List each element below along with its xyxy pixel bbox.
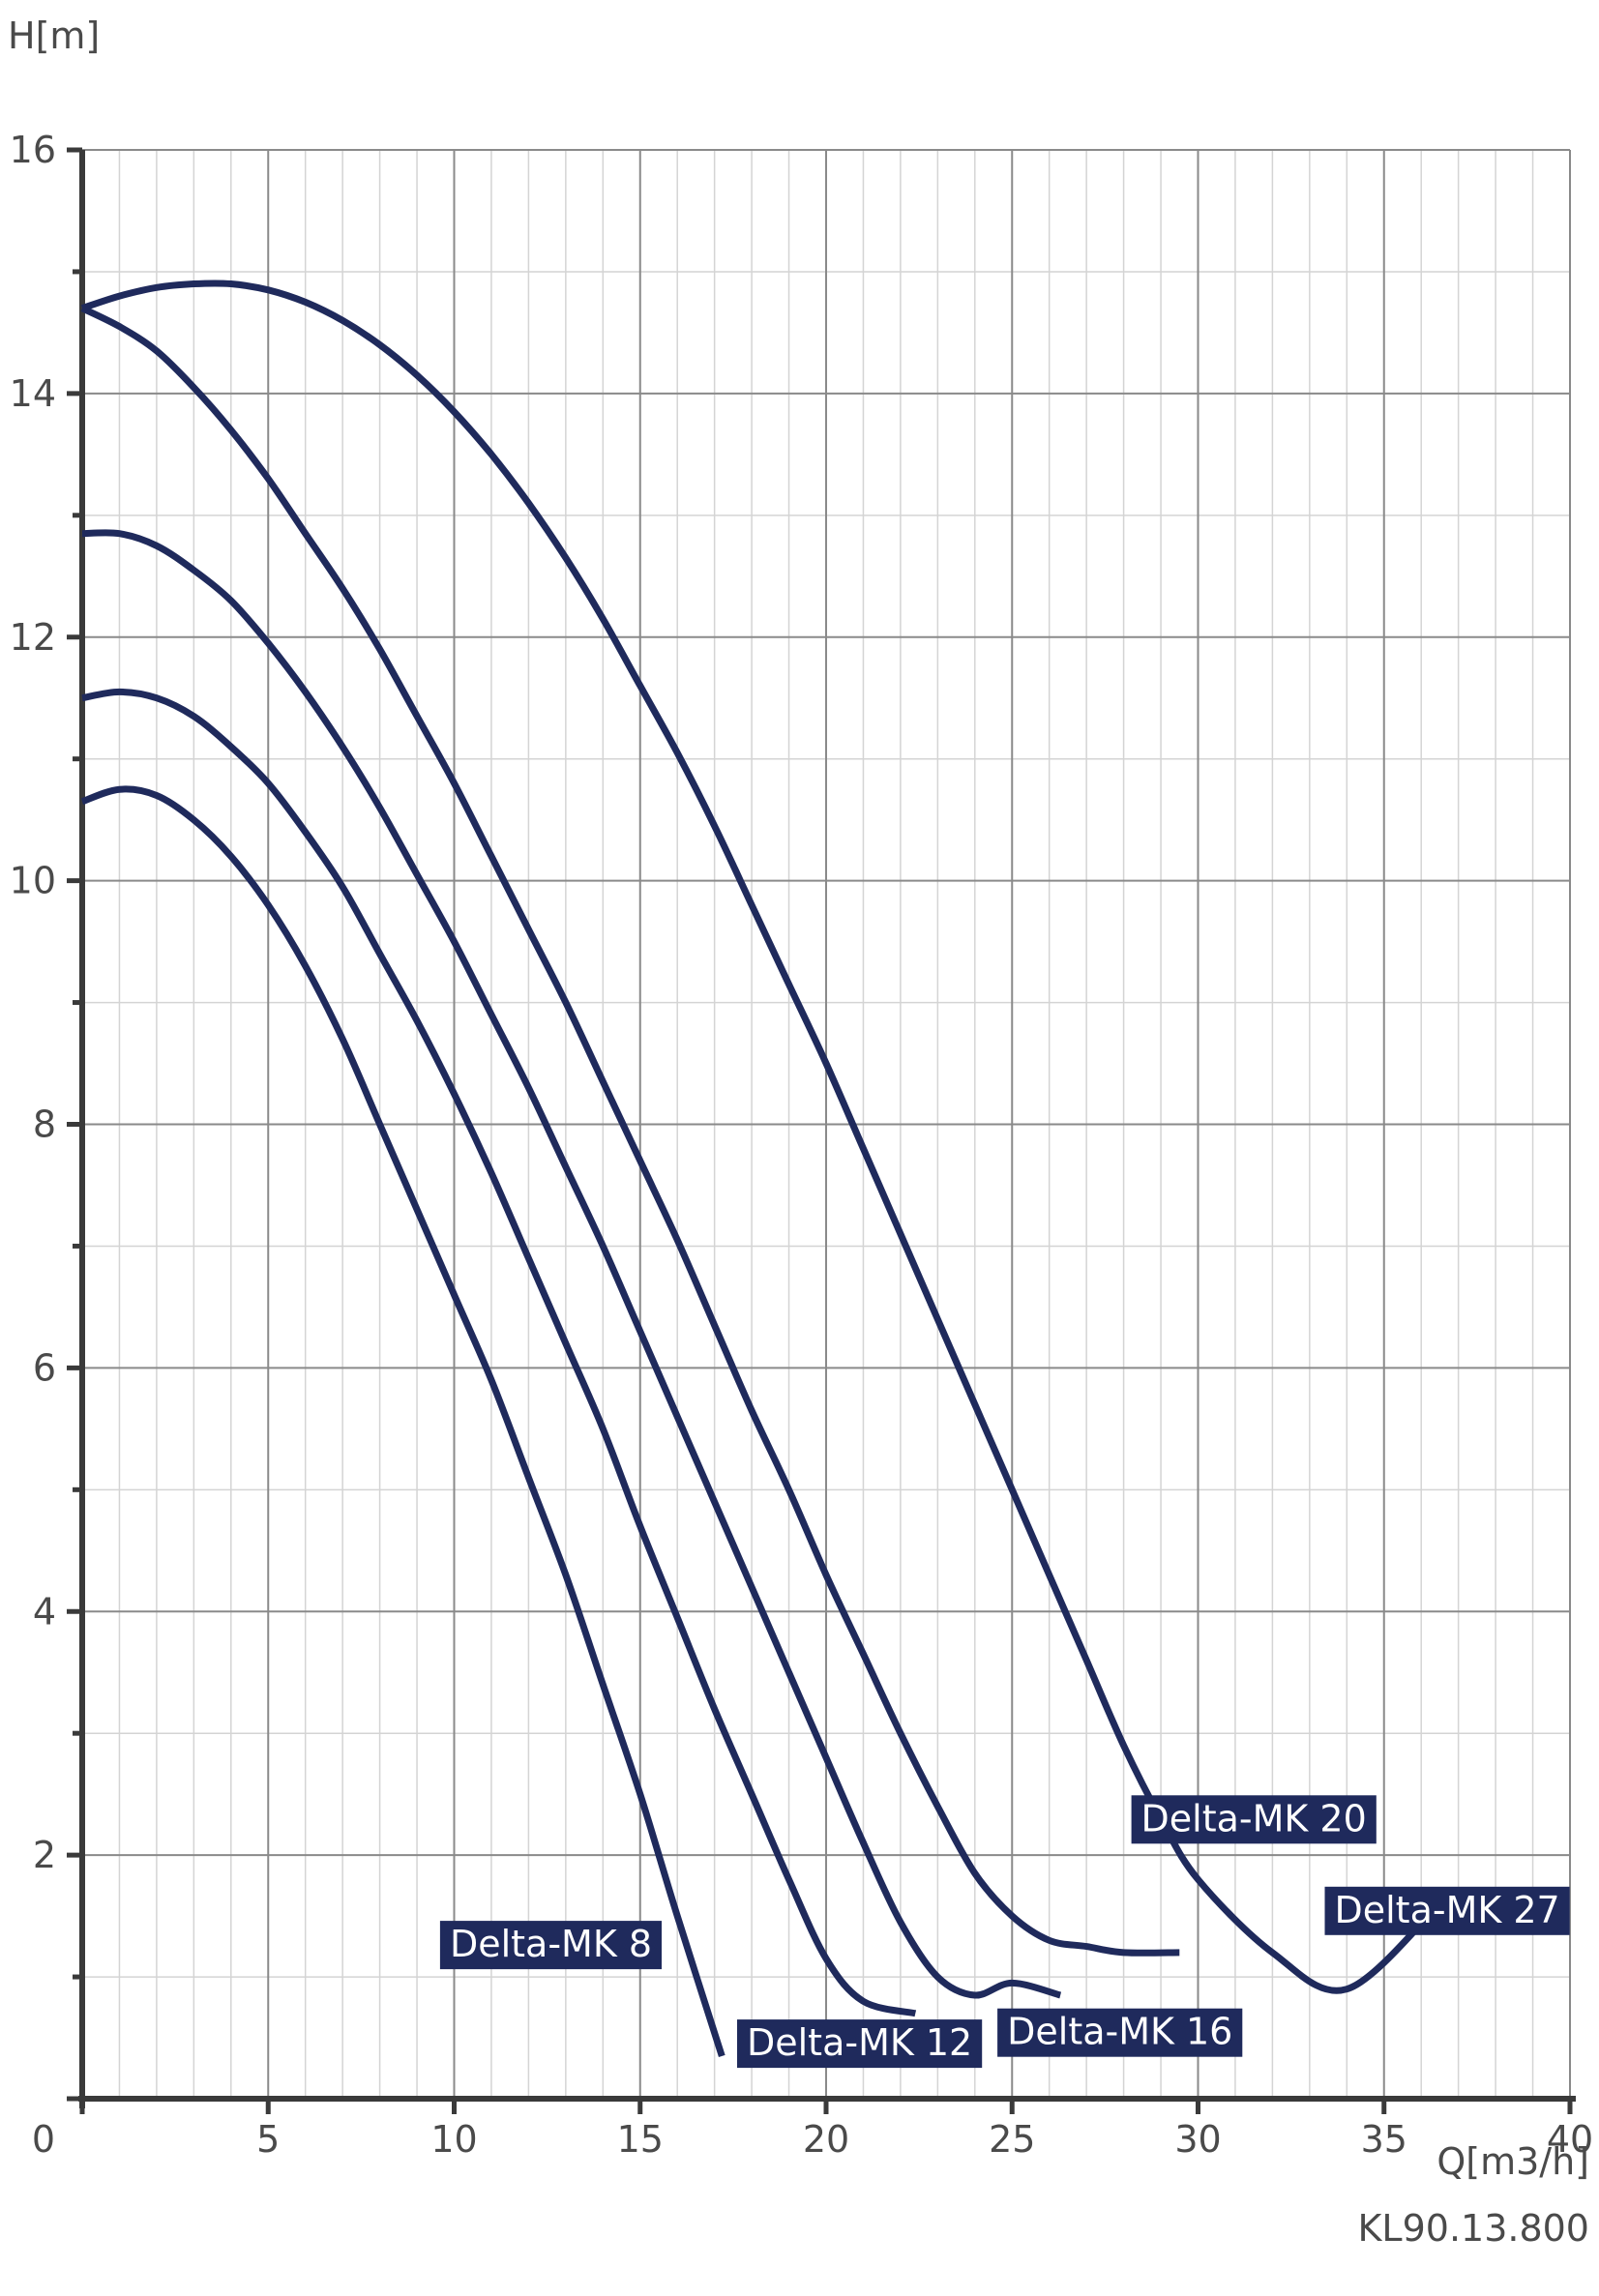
label-box bbox=[1131, 1795, 1377, 1844]
label-box bbox=[997, 2008, 1243, 2057]
curve-labels: Delta-MK 8 Delta-MK 12 Delta-MK 16 Delta-MK… bbox=[439, 1795, 1570, 2069]
label-delta-mk-12: Delta-MK 12 bbox=[737, 2019, 983, 2069]
curve-delta-mk-16 bbox=[81, 529, 1062, 1999]
x-tick-label: 25 bbox=[989, 2118, 1035, 2161]
y-tick-label: 2 bbox=[33, 1834, 56, 1876]
label-text: Delta-MK 16 bbox=[1007, 2011, 1232, 2053]
x-tick-label: 40 bbox=[1547, 2118, 1593, 2161]
y-tick-label: 10 bbox=[10, 860, 56, 902]
label-text: Delta-MK 8 bbox=[450, 1923, 652, 1965]
x-tick-label: 15 bbox=[617, 2118, 664, 2161]
x-tick-label: 35 bbox=[1361, 2118, 1407, 2161]
y-axis-title: H[m] bbox=[8, 15, 100, 57]
y-tick-label: 6 bbox=[33, 1346, 56, 1389]
y-tick-label: 16 bbox=[10, 129, 56, 171]
label-box bbox=[439, 1921, 662, 1970]
x-tick-label: 0 bbox=[32, 2118, 55, 2161]
x-tick-label: 10 bbox=[430, 2118, 477, 2161]
x-axis-title: Q[m3/h] bbox=[1436, 2140, 1589, 2183]
y-tick-label: 14 bbox=[10, 372, 56, 415]
x-tick-label: 5 bbox=[256, 2118, 280, 2161]
x-tick-label: 30 bbox=[1174, 2118, 1221, 2161]
curve-delta-mk-27 bbox=[80, 280, 1442, 1994]
label-text: Delta-MK 20 bbox=[1141, 1797, 1367, 1840]
label-delta-mk-8: Delta-MK 8 bbox=[439, 1921, 662, 1970]
y-tick-label: 8 bbox=[33, 1104, 56, 1146]
x-tick-label: 20 bbox=[803, 2118, 849, 2161]
label-delta-mk-27: Delta-MK 27 bbox=[1324, 1886, 1570, 1935]
label-box bbox=[1324, 1886, 1570, 1935]
tick-labels: 0 5 10 15 20 25 30 35 40 2 4 6 8 10 12 14 16 bbox=[10, 129, 1594, 2161]
label-text: Delta-MK 27 bbox=[1334, 1889, 1559, 1931]
curve-delta-mk-20 bbox=[80, 305, 1180, 1957]
curve-delta-mk-8 bbox=[80, 785, 725, 2057]
label-text: Delta-MK 12 bbox=[747, 2021, 972, 2064]
label-box bbox=[737, 2019, 983, 2069]
y-tick-label: 4 bbox=[33, 1590, 56, 1633]
pump-curves bbox=[80, 280, 1442, 2057]
curve-delta-mk-12 bbox=[81, 688, 917, 2017]
y-tick-label: 12 bbox=[10, 616, 56, 659]
chart-reference-code: KL90.13.800 bbox=[1358, 2207, 1590, 2250]
axes bbox=[67, 147, 1576, 2114]
label-delta-mk-20: Delta-MK 20 bbox=[1131, 1795, 1377, 1844]
label-delta-mk-16: Delta-MK 16 bbox=[997, 2008, 1243, 2057]
